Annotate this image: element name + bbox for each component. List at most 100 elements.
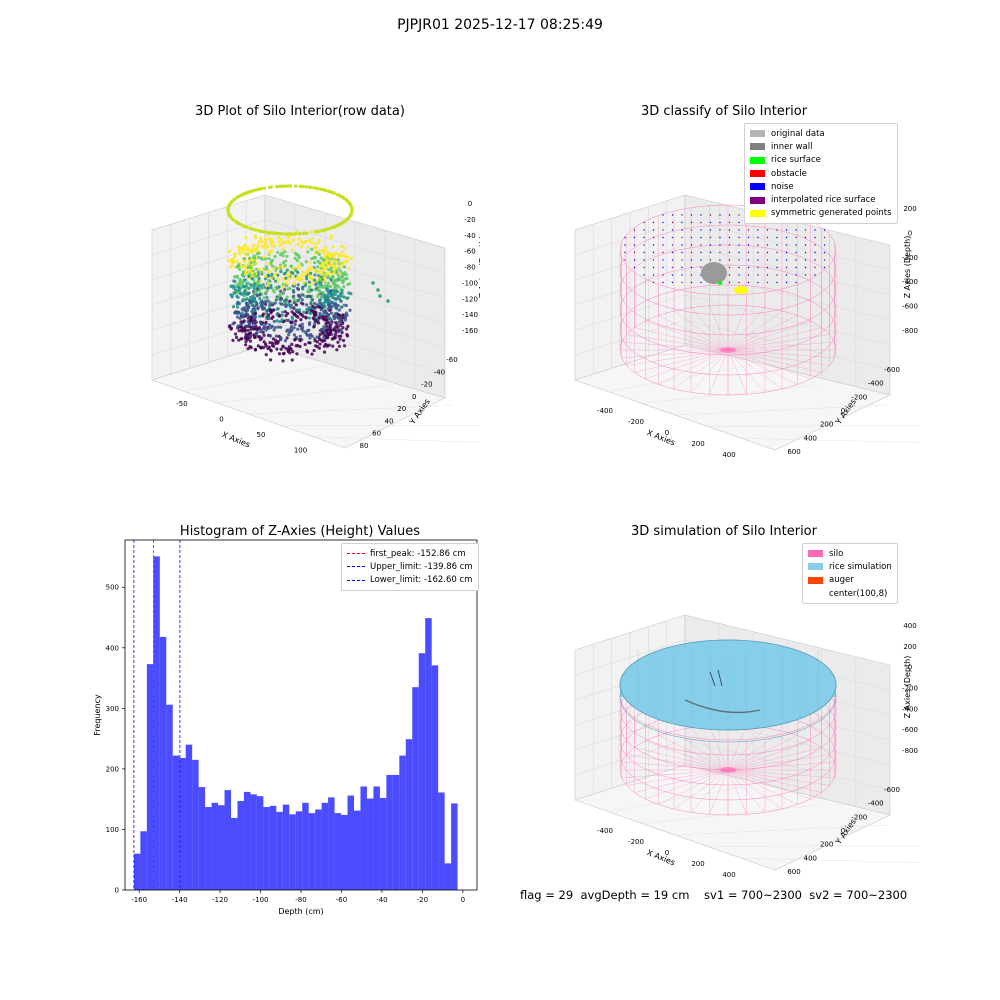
raw-point [242, 294, 246, 298]
legend-entry: Upper_limit: -139.86 cm [347, 560, 473, 573]
silo-floor-line [626, 754, 729, 771]
raw-point [322, 336, 326, 340]
noise-point [728, 244, 731, 246]
noise-point [671, 266, 674, 269]
legend-entry: noise [750, 180, 892, 193]
raw-point [296, 276, 300, 280]
x-tick-label: -200 [628, 418, 644, 426]
raw-point [295, 308, 299, 312]
silo-floor-line [727, 320, 811, 351]
raw-point [343, 246, 347, 250]
raw-point [248, 319, 253, 323]
raw-point [330, 332, 334, 337]
raw-point [235, 274, 239, 278]
noise-point [700, 244, 702, 246]
noise-point [671, 281, 674, 284]
raw-point [297, 298, 301, 302]
raw-point [290, 342, 294, 346]
raw-point [285, 295, 289, 299]
raw-point [249, 283, 253, 287]
raw-point [244, 339, 248, 344]
raw-point [279, 325, 283, 329]
raw-point [317, 299, 321, 303]
raw-point [337, 344, 341, 348]
raw-point [258, 314, 262, 318]
raw-point [260, 270, 264, 275]
x-tick-label: -400 [597, 827, 613, 835]
raw-point [308, 285, 312, 289]
raw-point [235, 220, 239, 224]
raw-point [321, 291, 325, 295]
silo-floor-line [673, 349, 729, 390]
raw-point [341, 316, 345, 320]
simulation-3d-plot: -400-20002004006006004002000-200-400-600… [574, 614, 920, 879]
raw-point [342, 260, 346, 264]
raw-point [288, 299, 292, 303]
raw-point [289, 327, 293, 331]
y-tick-label: 500 [106, 584, 119, 592]
noise-point [757, 266, 759, 269]
grid-line [674, 824, 888, 836]
raw-point [259, 236, 263, 240]
y-tick-label: -200 [851, 813, 867, 821]
noise-point [728, 221, 731, 224]
raw-point [277, 231, 281, 236]
raw-point [302, 310, 306, 314]
noise-point [804, 274, 807, 276]
silo-floor-line [645, 740, 729, 771]
noise-point [795, 274, 797, 276]
raw-point [313, 313, 317, 318]
noise-point [700, 259, 702, 261]
raw-point [320, 228, 325, 233]
noise-point [633, 259, 636, 261]
noise-point [690, 274, 693, 276]
raw-point [339, 316, 343, 320]
raw-point [284, 318, 289, 322]
raw-point [309, 301, 313, 305]
raw-point [345, 296, 349, 300]
z-tick-label: -400 [902, 705, 918, 713]
raw-point [267, 256, 271, 261]
raw-point [378, 294, 382, 298]
raw-point [237, 329, 241, 333]
raw-point [246, 246, 250, 250]
x-tick-label: -60 [336, 896, 347, 904]
raw-point [232, 260, 236, 264]
silo-floor-line [727, 305, 747, 351]
raw-point [240, 265, 244, 269]
raw-point [322, 309, 326, 313]
histogram-bar [250, 794, 257, 890]
raw-point [286, 232, 290, 236]
noise-point [766, 266, 769, 269]
z-tick-label: 0 [908, 664, 912, 672]
raw-point [272, 328, 276, 332]
raw-point [321, 261, 325, 265]
raw-point [241, 315, 245, 319]
raw-point [302, 281, 306, 285]
histogram-bar [308, 813, 316, 890]
raw-point [325, 335, 329, 339]
raw-point [340, 275, 345, 279]
histogram-bar [315, 809, 322, 890]
raw-point [239, 323, 243, 327]
legend-entry: obstacle [750, 167, 892, 180]
z-tick-label: 400 [903, 622, 916, 630]
silo-floor-line [626, 349, 729, 366]
raw-point [238, 252, 242, 256]
raw-point [315, 335, 319, 339]
raw-point [280, 265, 284, 269]
histogram-bar [328, 797, 335, 890]
noise-point [814, 266, 816, 269]
silo-floor-line [727, 730, 783, 771]
surface-mesh [637, 650, 819, 720]
raw-point [340, 331, 344, 335]
histogram-bar [418, 653, 426, 890]
raw-point [244, 272, 248, 276]
raw-point [332, 289, 336, 293]
raw-point [316, 321, 321, 325]
legend-entry: rice surface [750, 154, 892, 167]
raw-point [262, 333, 266, 337]
raw-point-cloud [226, 184, 390, 363]
legend-swatch [347, 579, 365, 581]
silo-floor-line [634, 349, 729, 373]
